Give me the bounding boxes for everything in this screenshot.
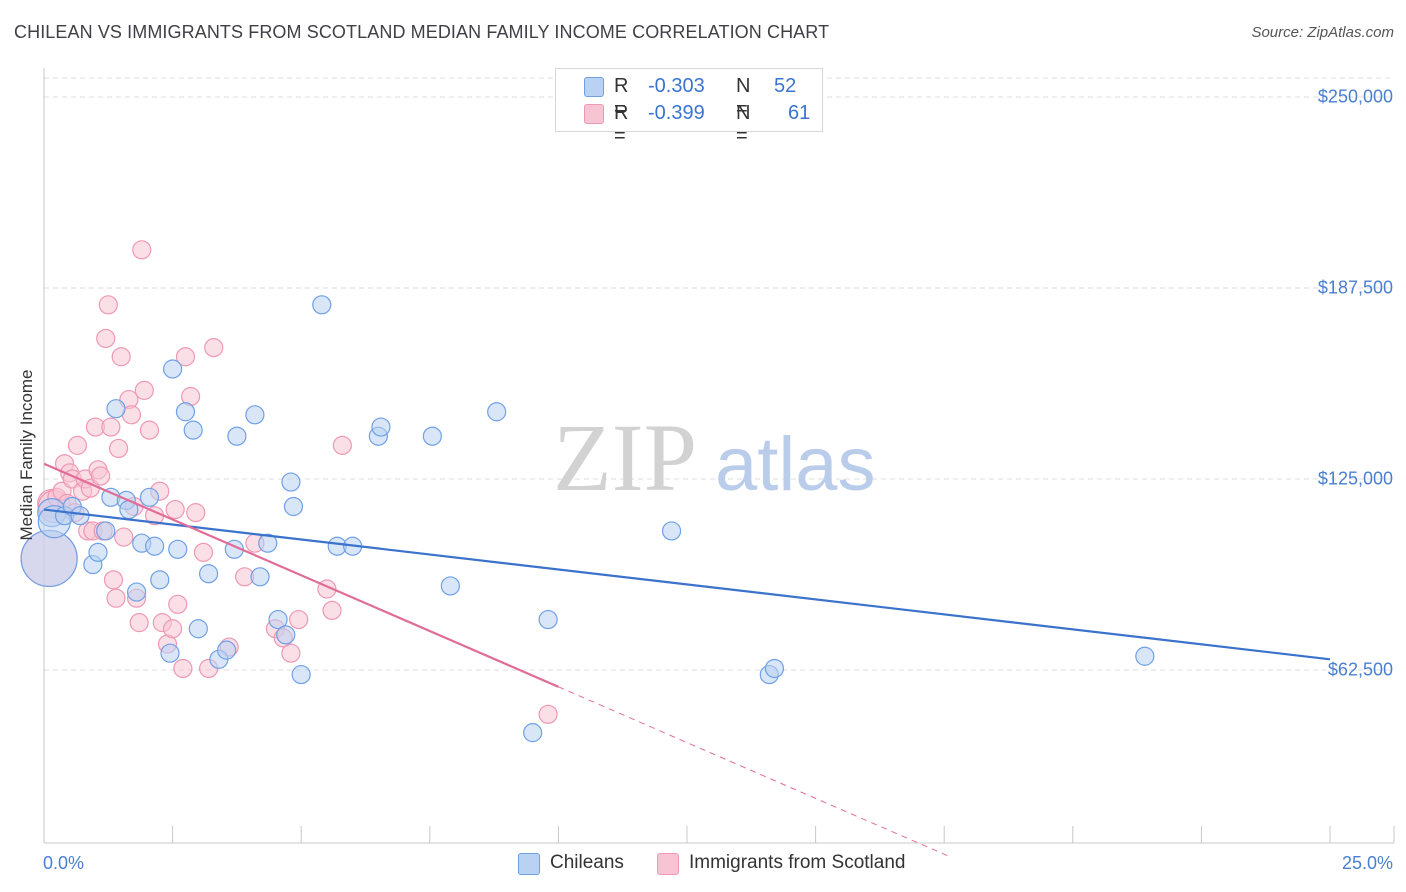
legend-n-value: 52 xyxy=(774,75,797,97)
scotland-point xyxy=(67,435,88,455)
chileans-point xyxy=(126,582,147,602)
chileans-trend-line xyxy=(43,508,1331,661)
chileans-point xyxy=(276,625,296,645)
chileans-point xyxy=(199,564,219,584)
chileans-point xyxy=(1135,646,1155,666)
chileans-point xyxy=(96,521,116,541)
chileans-point xyxy=(258,533,278,553)
chart-title: CHILEAN VS IMMIGRANTS FROM SCOTLAND MEDI… xyxy=(14,22,830,42)
scotland-point xyxy=(114,527,134,547)
y-tick-label: $187,500 xyxy=(1317,277,1393,298)
chileans-point xyxy=(440,576,460,596)
x-tick-label-max: 25.0% xyxy=(1341,853,1393,873)
scotland-trend-extension xyxy=(558,686,950,857)
scotland-point xyxy=(204,337,224,358)
y-tick-label: $125,000 xyxy=(1317,468,1393,489)
scotland-point xyxy=(129,613,149,633)
correlation-legend: R = -0.303 N = 52 R = -0.399 N = 61 xyxy=(555,68,823,147)
scotland-point xyxy=(193,542,214,562)
scotland-trend-line xyxy=(43,462,559,688)
chileans-point xyxy=(312,295,332,315)
chileans-point xyxy=(150,570,170,590)
scotland-point xyxy=(281,643,301,663)
chileans-point xyxy=(268,609,288,630)
scotland-point xyxy=(98,295,118,315)
chileans-point xyxy=(291,664,311,685)
chileans-point xyxy=(175,402,196,422)
scotland-point xyxy=(108,438,129,459)
chileans-point xyxy=(106,399,126,419)
legend-n-value: 61 xyxy=(788,102,811,124)
bottom-legend-swatch-scotland xyxy=(657,853,679,875)
scotland-point xyxy=(90,466,111,486)
chileans-point xyxy=(183,420,203,440)
scotland-point xyxy=(165,499,185,520)
legend-r-label: R = xyxy=(614,75,629,120)
chileans-point xyxy=(281,472,301,492)
source-label: Source: ZipAtlas.com xyxy=(1251,24,1394,41)
legend-swatch-scotland xyxy=(584,104,604,124)
watermark-atlas: atlas xyxy=(715,422,876,507)
chileans-point xyxy=(764,658,785,679)
legend-n-label: N = xyxy=(736,75,751,120)
chileans-point xyxy=(163,359,183,379)
scotland-point xyxy=(289,609,309,630)
scotland-point xyxy=(322,600,342,621)
scotland-point xyxy=(168,594,188,614)
legend-r-label: R = xyxy=(614,102,629,147)
scotland-point xyxy=(103,570,124,590)
chileans-point xyxy=(144,536,165,556)
scotland-point xyxy=(132,240,152,260)
scotland-point xyxy=(96,328,116,349)
watermark-zip: ZIP xyxy=(553,404,697,511)
chileans-point xyxy=(88,542,108,562)
chileans-point xyxy=(70,506,90,526)
y-tick-label: $62,500 xyxy=(1327,659,1393,680)
bottom-legend-label: Immigrants from Scotland xyxy=(689,852,906,873)
chileans-point xyxy=(188,619,208,639)
legend-n-label: N = xyxy=(736,102,751,147)
watermark: ZIP atlas xyxy=(553,404,876,511)
chileans-point xyxy=(487,402,507,422)
chileans-point xyxy=(160,643,180,663)
trend-lines xyxy=(43,462,1331,857)
legend-r-value: -0.399 xyxy=(648,102,705,124)
scotland-point xyxy=(163,619,183,639)
axes xyxy=(43,68,1395,844)
scotland-point xyxy=(139,420,160,440)
chileans-point xyxy=(538,609,558,630)
chileans-point xyxy=(217,640,237,660)
chileans-point xyxy=(283,496,304,517)
scotland-point xyxy=(101,417,121,437)
scotland-point xyxy=(111,347,131,367)
y-axis-label: Median Family Income xyxy=(17,369,36,541)
series-chileans xyxy=(20,295,1155,743)
y-tick-label: $250,000 xyxy=(1317,86,1393,107)
chileans-point xyxy=(139,487,160,507)
scotland-point xyxy=(332,435,352,455)
chileans-point xyxy=(245,405,265,425)
scotland-point xyxy=(186,503,206,523)
bottom-legend-swatch-chileans xyxy=(518,853,540,875)
legend-swatch-chileans xyxy=(584,77,604,97)
x-tick-label-min: 0.0% xyxy=(43,853,85,873)
legend-r-value: -0.303 xyxy=(648,75,705,97)
chileans-point xyxy=(422,426,442,446)
scotland-point xyxy=(173,658,193,679)
chileans-point xyxy=(250,567,270,587)
scotland-point xyxy=(175,347,196,367)
scotland-point xyxy=(134,380,154,400)
chileans-point xyxy=(523,723,543,743)
bottom-legend-label: Chileans xyxy=(550,852,624,873)
scotland-point xyxy=(106,588,126,608)
chileans-point xyxy=(661,521,682,541)
chileans-point xyxy=(371,417,391,437)
chileans-point xyxy=(227,426,247,446)
scotland-point xyxy=(538,704,558,724)
chileans-point xyxy=(168,539,188,559)
